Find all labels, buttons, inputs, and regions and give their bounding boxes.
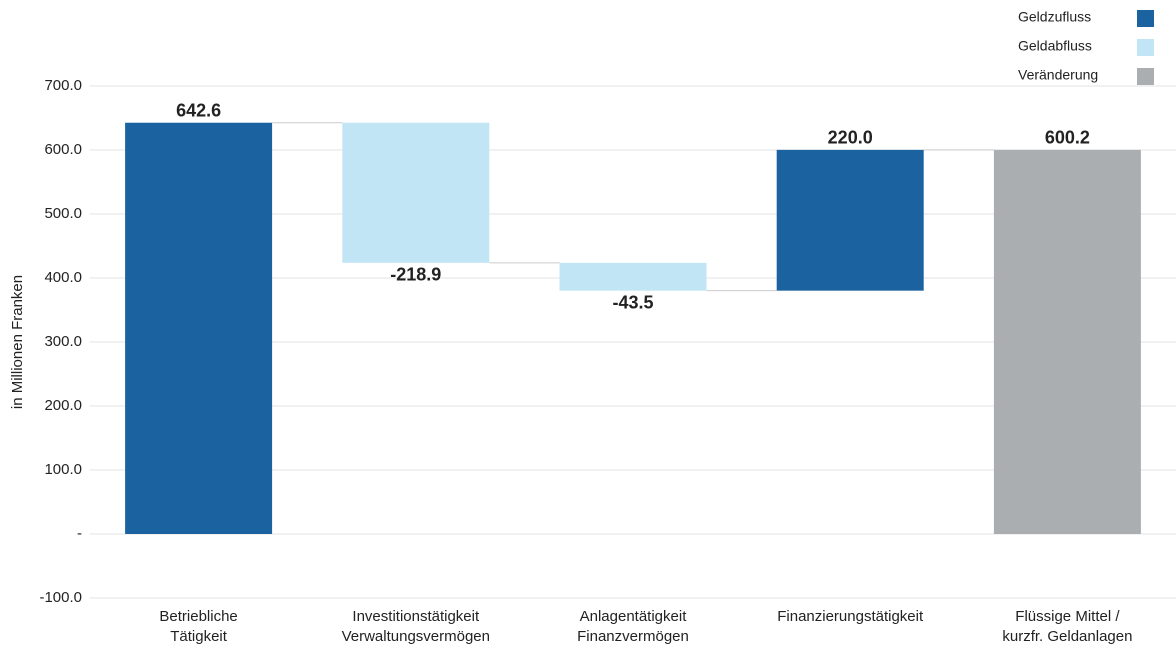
bar (993, 149, 1141, 534)
bar (776, 149, 924, 291)
x-tick-label: Flüssige Mittel / (1015, 608, 1120, 625)
y-tick-label: 100.0 (44, 461, 82, 478)
x-tick-label: Finanzierungstätigkeit (777, 608, 924, 625)
legend-swatch (1137, 68, 1154, 85)
y-tick-label: 400.0 (44, 269, 82, 286)
y-tick-label: 200.0 (44, 397, 82, 414)
legend-label: Geldzufluss (1018, 9, 1091, 25)
x-tick-label: Betriebliche (159, 608, 237, 625)
x-tick-label: Verwaltungsvermögen (342, 628, 490, 645)
data-label: 600.2 (1045, 128, 1090, 148)
data-label: -218.9 (390, 265, 441, 285)
y-tick-label: 500.0 (44, 205, 82, 222)
y-tick-label: 600.0 (44, 141, 82, 158)
x-tick-label: Investitionstätigkeit (352, 608, 480, 625)
x-tick-label: kurzfr. Geldanlagen (1002, 628, 1132, 645)
y-axis-label: in Millionen Franken (9, 275, 26, 409)
bar (559, 262, 707, 291)
x-tick-label: Finanzvermögen (577, 628, 689, 645)
x-tick-label: Tätigkeit (170, 628, 228, 645)
bar (342, 122, 490, 263)
legend-label: Veränderung (1018, 67, 1098, 83)
legend-swatch (1137, 10, 1154, 27)
data-label: -43.5 (612, 292, 653, 312)
y-tick-label: 700.0 (44, 77, 82, 94)
legend-swatch (1137, 39, 1154, 56)
legend-label: Geldabfluss (1018, 38, 1092, 54)
y-tick-label: -100.0 (39, 589, 82, 606)
y-tick-label: - (77, 525, 82, 542)
y-tick-label: 300.0 (44, 333, 82, 350)
x-tick-label: Anlagentätigkeit (580, 608, 688, 625)
data-label: 642.6 (176, 100, 221, 120)
bar (125, 122, 273, 535)
data-label: 220.0 (828, 128, 873, 148)
